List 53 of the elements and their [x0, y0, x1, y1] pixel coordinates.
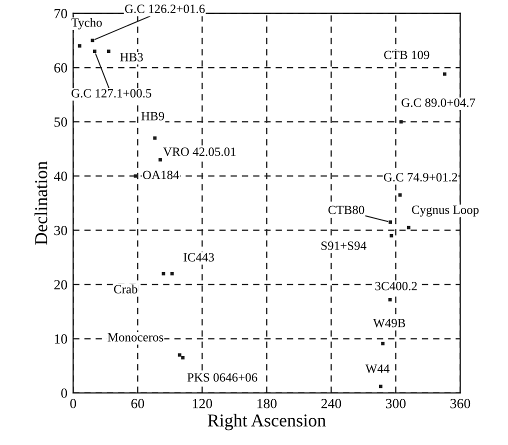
annotation: OA184 — [142, 170, 180, 180]
x-axis-title: Right Ascension — [208, 414, 326, 430]
x-tick-label: 360 — [450, 398, 470, 408]
annotation: IC443 — [184, 253, 214, 262]
point — [442, 72, 446, 76]
annotation: HB9 — [141, 112, 164, 120]
point — [381, 342, 385, 346]
point — [78, 44, 82, 48]
annotation: CTB 109 — [384, 50, 430, 60]
annotation: Tycho — [71, 18, 102, 30]
annotation: W44 — [365, 364, 390, 373]
annotation: Crab — [114, 284, 138, 294]
y-tick-label: 70 — [54, 8, 68, 18]
x-tick-label: 300 — [386, 398, 406, 408]
y-tick-label: 0 — [61, 388, 68, 398]
annotation: G.C 126.2+01.6 — [124, 4, 205, 14]
point — [388, 298, 392, 302]
annotation: 3C400.2 — [375, 282, 417, 290]
x-tick-label: 60 — [131, 398, 144, 408]
point — [406, 226, 410, 230]
x-tick-label: 120 — [192, 398, 212, 408]
annotation: G.C 89.0+04.7 — [402, 98, 476, 107]
point — [399, 120, 403, 124]
point — [153, 136, 157, 140]
y-tick-label: 30 — [54, 226, 68, 236]
annotation: Cygnus Loop — [412, 206, 479, 217]
annotation: VRO 42.05.01 — [163, 148, 236, 156]
annotation: HB3 — [120, 52, 143, 62]
annotation: PKS 0646+06 — [187, 373, 258, 382]
annotation: G.C 127.1+00.5 — [72, 89, 152, 98]
y-axis-title: Declination — [34, 161, 48, 245]
point — [106, 50, 110, 54]
point — [378, 384, 382, 388]
point — [92, 50, 96, 54]
point — [170, 272, 174, 276]
annotation: W49B — [373, 318, 406, 328]
annotation: G.C 74.9+01.2 — [384, 173, 458, 182]
point — [390, 234, 394, 238]
y-tick-label: 60 — [54, 63, 68, 73]
x-tick-label: 240 — [321, 398, 342, 408]
x-tick-label: 0 — [70, 398, 76, 408]
point — [388, 220, 392, 224]
y-tick-label: 50 — [54, 117, 68, 127]
point — [162, 272, 166, 276]
x-tick-label: 180 — [258, 398, 277, 408]
point — [181, 356, 185, 360]
annotation: CTB80 — [328, 206, 364, 214]
annotation: Monoceros — [108, 333, 164, 342]
annotation: S91+S94 — [321, 242, 366, 250]
y-tick-label: 10 — [54, 334, 68, 344]
point — [158, 158, 162, 162]
y-tick-label: 40 — [54, 172, 68, 181]
y-tick-label: 20 — [54, 280, 68, 290]
